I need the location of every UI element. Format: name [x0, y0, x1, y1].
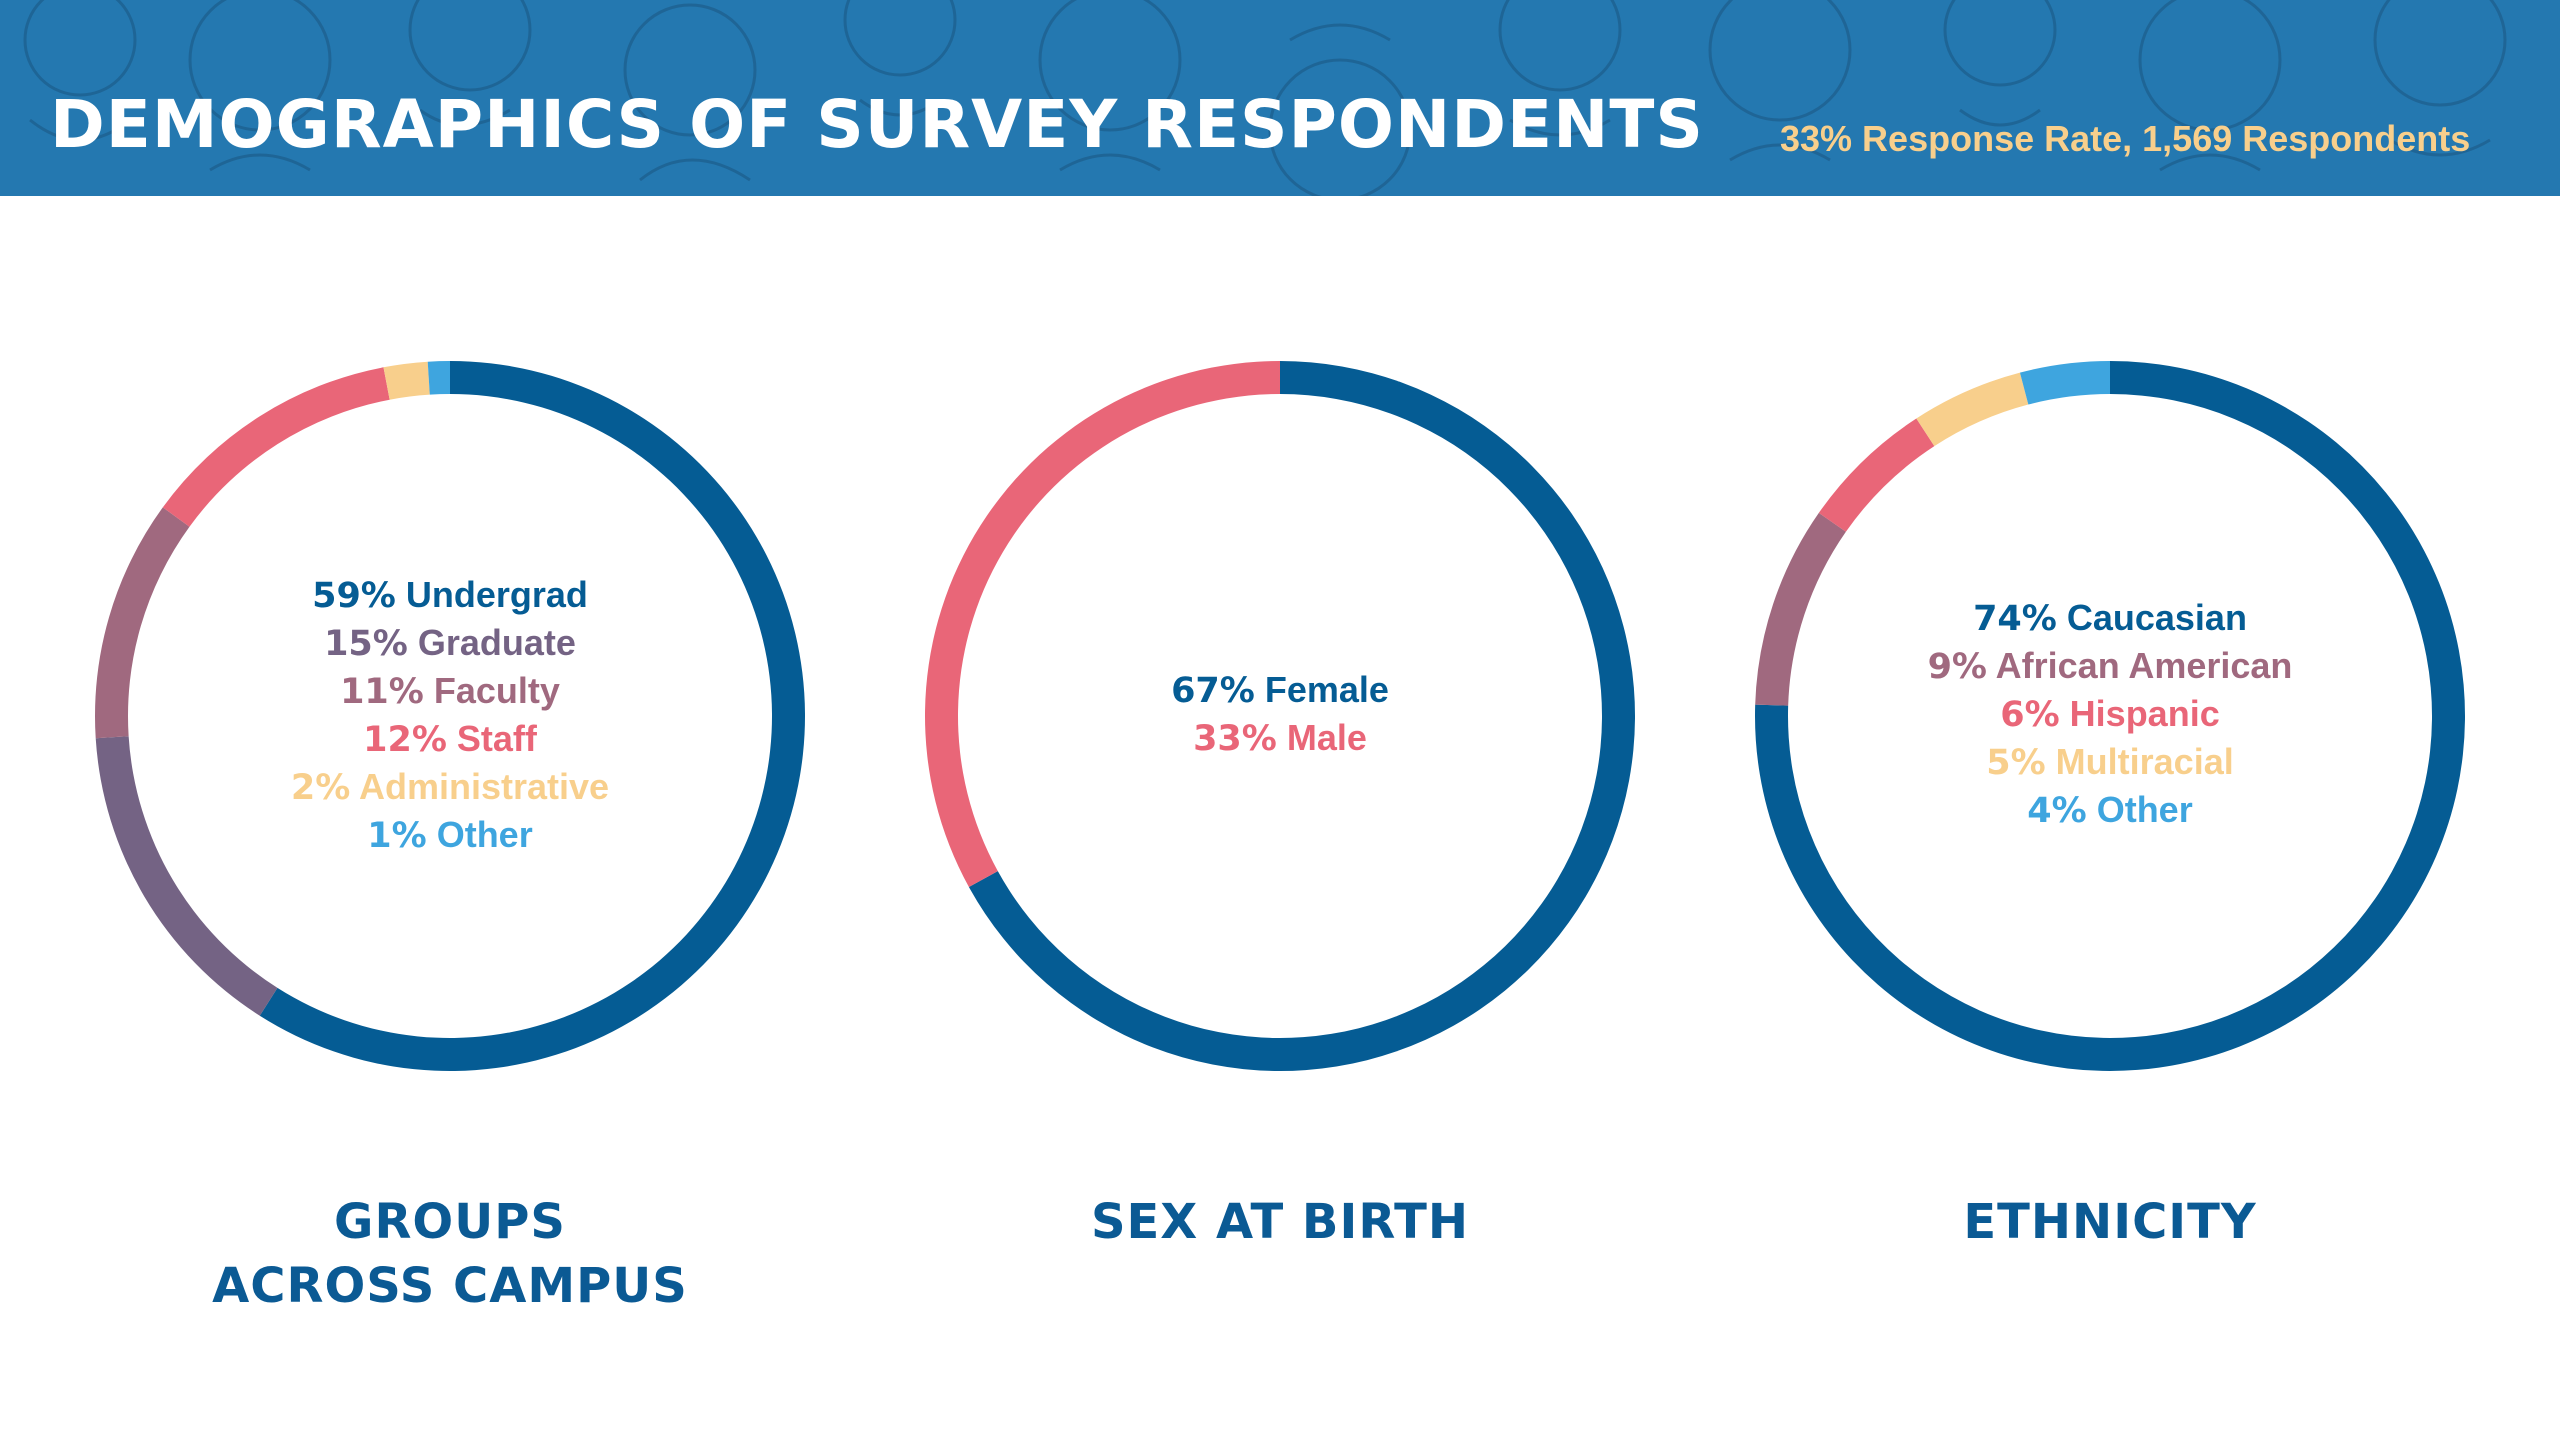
- legend-sex: 67% Female 33% Male: [890, 666, 1670, 762]
- legend-percent: 11%: [340, 672, 424, 712]
- legend-label: Multiracial: [2045, 741, 2234, 782]
- legend-label: Hispanic: [2059, 693, 2220, 734]
- chart-ethnicity-panel: 74% Caucasian 9% African American 6% Hispa…: [1720, 326, 2500, 1106]
- chart-sex-panel: 67% Female 33% Male: [890, 326, 1670, 1106]
- legend-percent: 74%: [1973, 599, 2057, 639]
- chart-title-line: ACROSS CAMPUS: [212, 1258, 688, 1314]
- donut-slice-administrative: [383, 361, 430, 400]
- legend-groups: 59% Undergrad 15% Graduate 11% Faculty 12% …: [60, 571, 840, 859]
- legend-item: 9% African American: [1720, 642, 2500, 690]
- chart-title-line: SEX AT BIRTH: [1090, 1194, 1470, 1250]
- chart-title-sex: SEX AT BIRTH: [890, 1190, 1670, 1254]
- legend-ethnicity: 74% Caucasian 9% African American 6% Hispa…: [1720, 594, 2500, 834]
- legend-item: 11% Faculty: [60, 667, 840, 715]
- donut-slice-graduate: [95, 736, 278, 1016]
- legend-percent: 12%: [363, 720, 447, 760]
- donut-chart-ethnicity: [1755, 361, 2465, 1071]
- legend-label: Caucasian: [2056, 597, 2247, 638]
- illustrated-faces-background: [23, 0, 2507, 196]
- donut-slice-other: [427, 361, 450, 395]
- legend-label: Undergrad: [395, 574, 588, 615]
- page-title: DEMOGRAPHICS OF SURVEY RESPONDENTS: [50, 86, 1704, 163]
- legend-item: 2% Administrative: [60, 763, 840, 811]
- legend-percent: 4%: [2027, 791, 2087, 831]
- legend-item: 15% Graduate: [60, 619, 840, 667]
- chart-title-line: ETHNICITY: [1963, 1194, 2257, 1250]
- chart-title-line: GROUPS: [334, 1194, 566, 1250]
- legend-label: Male: [1276, 717, 1367, 758]
- legend-item: 67% Female: [890, 666, 1670, 714]
- legend-percent: 67%: [1171, 671, 1255, 711]
- donut-chart-groups: [95, 361, 806, 1071]
- legend-item: 74% Caucasian: [1720, 594, 2500, 642]
- donut-slice-male: [924, 361, 1280, 888]
- legend-item: 33% Male: [890, 714, 1670, 762]
- chart-groups-panel: 59% Undergrad 15% Graduate 11% Faculty 12% …: [60, 326, 840, 1106]
- donut-slice-staff: [162, 367, 390, 527]
- legend-label: Graduate: [407, 622, 576, 663]
- legend-percent: 59%: [312, 576, 396, 616]
- legend-label: Faculty: [423, 670, 560, 711]
- legend-percent: 2%: [290, 768, 351, 808]
- legend-label: African American: [1986, 645, 2293, 686]
- donut-chart-sex: [924, 361, 1635, 1071]
- chart-title-groups: GROUPS ACROSS CAMPUS: [60, 1190, 840, 1318]
- donut-slice-faculty: [95, 507, 190, 739]
- legend-label: Female: [1254, 669, 1389, 710]
- donut-slice-african-american: [1755, 512, 1846, 706]
- legend-label: Administrative: [350, 766, 610, 807]
- legend-label: Staff: [446, 718, 537, 759]
- legend-percent: 9%: [1927, 647, 1987, 687]
- legend-percent: 15%: [324, 624, 408, 664]
- header-banner: DEMOGRAPHICS OF SURVEY RESPONDENTS 33% R…: [0, 0, 2560, 196]
- legend-percent: 33%: [1193, 719, 1277, 759]
- page-subtitle: 33% Response Rate, 1,569 Respondents: [1780, 118, 2471, 159]
- chart-title-ethnicity: ETHNICITY: [1720, 1190, 2500, 1254]
- legend-item: 6% Hispanic: [1720, 690, 2500, 738]
- donut-slice-multiracial: [1916, 372, 2029, 447]
- donut-slice-hispanic: [1818, 418, 1935, 532]
- legend-item: 1% Other: [60, 811, 840, 859]
- legend-item: 4% Other: [1720, 786, 2500, 834]
- legend-item: 12% Staff: [60, 715, 840, 763]
- legend-item: 5% Multiracial: [1720, 738, 2500, 786]
- legend-label: Other: [426, 814, 533, 855]
- legend-item: 59% Undergrad: [60, 571, 840, 619]
- donut-slice-other: [2019, 361, 2110, 405]
- legend-label: Other: [2086, 789, 2193, 830]
- legend-percent: 1%: [367, 816, 427, 856]
- legend-percent: 6%: [2000, 695, 2060, 735]
- legend-percent: 5%: [1986, 743, 2046, 783]
